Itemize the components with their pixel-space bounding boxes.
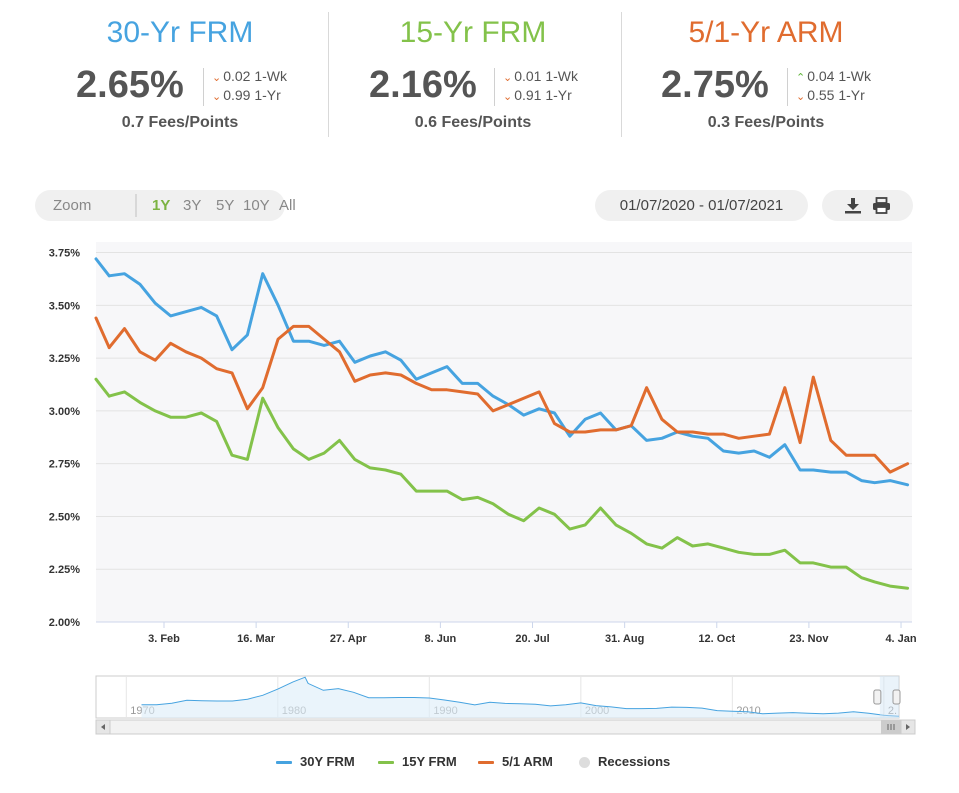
- legend-line-swatch: [378, 761, 394, 765]
- chevron-left-icon: [101, 724, 105, 730]
- card-title: 15-Yr FRM: [399, 16, 547, 49]
- y-tick-label: 2.25%: [49, 564, 80, 576]
- y-tick-label: 3.00%: [49, 406, 80, 418]
- series-line-5-1-arm: [107, 324, 910, 474]
- weekly-change: 0.04 1-Wk: [807, 68, 872, 84]
- weekly-change: 0.02 1-Wk: [223, 68, 288, 84]
- series-lead-segment: [94, 316, 111, 350]
- x-tick-label: 20. Jul: [515, 633, 549, 645]
- legend: 30Y FRM 15Y FRM 5/1 ARM Recessions: [0, 752, 959, 772]
- arrow-down-icon: ⌄: [212, 91, 222, 103]
- series-lead-segment: [94, 377, 111, 398]
- arrow-down-icon: ⌄: [503, 72, 513, 84]
- yearly-change: 0.91 1-Yr: [514, 87, 572, 103]
- y-tick-label: 3.75%: [49, 248, 80, 260]
- arrow-down-icon: ⌄: [796, 91, 806, 103]
- zoom-3y-button[interactable]: 3Y: [183, 197, 202, 214]
- series-lead-segment: [94, 257, 111, 278]
- yearly-change: 0.55 1-Yr: [807, 87, 865, 103]
- series-line-15y-frm: [107, 390, 910, 590]
- current-rate: 2.75%: [661, 64, 769, 106]
- navigator-line: [141, 676, 900, 717]
- current-rate: 2.16%: [369, 64, 477, 106]
- main-line-chart[interactable]: 2.00% 2.25% 2.50% 2.75% 3.00% 3.25% 3.50% 3.75%…: [0, 240, 959, 655]
- chevron-right-icon: [906, 724, 910, 730]
- divider: [621, 12, 622, 137]
- y-tick-label: 2.50%: [49, 511, 80, 523]
- legend-item-30y-frm[interactable]: 30Y FRM: [276, 754, 355, 769]
- y-tick-label: 2.75%: [49, 459, 80, 471]
- x-tick-label: 31. Aug: [605, 633, 644, 645]
- rate-changes: ⌄ 0.01 1-Wk ⌄ 0.91 1-Yr: [494, 68, 578, 106]
- navigator-left-handle[interactable]: [873, 689, 882, 705]
- legend-item-15y-frm[interactable]: 15Y FRM: [378, 754, 457, 769]
- export-controls: [822, 190, 913, 221]
- navigator-area: [141, 677, 899, 718]
- card-title: 30-Yr FRM: [106, 16, 254, 49]
- card-5-1-arm: 5/1-Yr ARM 2.75% ⌃ 0.04 1-Wk ⌄ 0.55 1-Yr 0…: [621, 10, 911, 140]
- zoom-label: Zoom: [53, 197, 92, 214]
- download-icon[interactable]: [844, 197, 862, 214]
- navigator-right-handle[interactable]: [892, 689, 901, 705]
- rate-summary: 30-Yr FRM 2.65% ⌄ 0.02 1-Wk ⌄ 0.99 1-Yr 0.…: [0, 0, 959, 150]
- date-range-display[interactable]: 01/07/2020 - 01/07/2021: [595, 190, 808, 221]
- current-rate: 2.65%: [76, 64, 184, 106]
- arrow-up-icon: ⌃: [796, 72, 806, 84]
- fees-points: 0.6 Fees/Points: [414, 114, 532, 131]
- navigator-scrollbar-track[interactable]: [95, 719, 915, 735]
- x-tick-label: 12. Oct: [698, 633, 735, 645]
- arrow-down-icon: ⌄: [503, 91, 513, 103]
- card-title: 5/1-Yr ARM: [688, 16, 844, 49]
- legend-dot-swatch: [579, 757, 590, 769]
- navigator-year-label: 2.: [888, 705, 897, 717]
- y-tick-label: 3.50%: [49, 300, 80, 312]
- rate-changes: ⌄ 0.02 1-Wk ⌄ 0.99 1-Yr: [203, 68, 287, 106]
- range-navigator[interactable]: 197019801990200020102.: [0, 672, 959, 742]
- legend-item-recessions[interactable]: Recessions: [579, 754, 670, 769]
- zoom-5y-button[interactable]: 5Y: [216, 197, 235, 214]
- x-tick-label: 23. Nov: [789, 633, 829, 645]
- legend-line-swatch: [478, 761, 494, 765]
- y-tick-label: 2.00%: [49, 617, 80, 629]
- zoom-1y-button[interactable]: 1Y: [152, 197, 171, 214]
- yearly-change: 0.99 1-Yr: [223, 87, 281, 103]
- fees-points: 0.3 Fees/Points: [707, 114, 825, 131]
- arrow-down-icon: ⌄: [212, 72, 222, 84]
- weekly-change: 0.01 1-Wk: [514, 68, 579, 84]
- zoom-selector: Zoom 1Y 3Y 5Y 10Y All: [35, 190, 296, 221]
- plot-background: [96, 242, 912, 622]
- fees-points: 0.7 Fees/Points: [121, 114, 239, 131]
- x-tick-label: 16. Mar: [237, 633, 276, 645]
- x-tick-label: 27. Apr: [330, 633, 368, 645]
- zoom-divider: [135, 194, 137, 217]
- navigator-selection[interactable]: [879, 676, 899, 718]
- zoom-all-button[interactable]: All: [279, 197, 296, 214]
- rate-changes: ⌃ 0.04 1-Wk ⌄ 0.55 1-Yr: [787, 68, 871, 106]
- x-tick-label: 4. Jan: [885, 633, 916, 645]
- card-30yr-frm: 30-Yr FRM 2.65% ⌄ 0.02 1-Wk ⌄ 0.99 1-Yr 0.…: [35, 10, 325, 140]
- x-tick-label: 8. Jun: [424, 633, 456, 645]
- y-tick-label: 3.25%: [49, 353, 80, 365]
- card-15yr-frm: 15-Yr FRM 2.16% ⌄ 0.01 1-Wk ⌄ 0.91 1-Yr 0.…: [328, 10, 618, 140]
- divider: [328, 12, 329, 137]
- x-tick-label: 3. Feb: [148, 633, 180, 645]
- legend-item-5-1-arm[interactable]: 5/1 ARM: [478, 754, 553, 769]
- zoom-10y-button[interactable]: 10Y: [243, 197, 270, 214]
- legend-line-swatch: [276, 761, 292, 765]
- print-icon[interactable]: [872, 197, 891, 214]
